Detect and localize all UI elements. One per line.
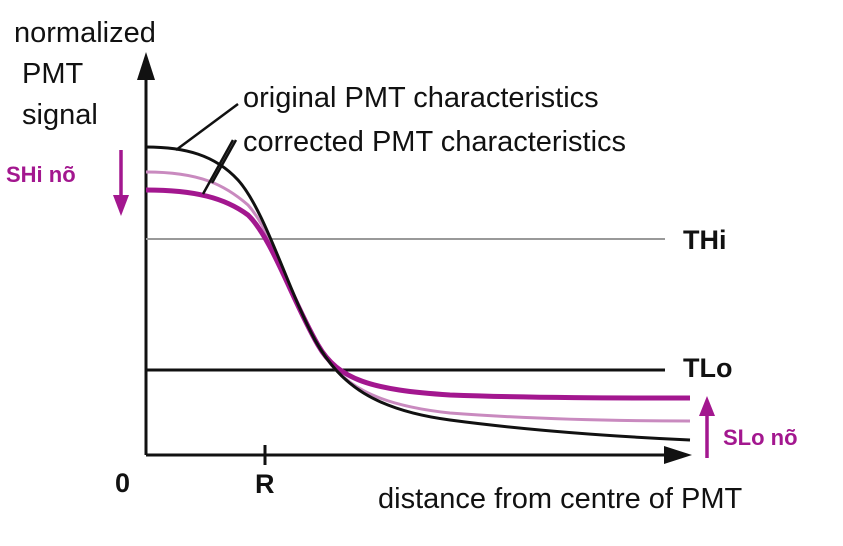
y-axis-arrowhead <box>137 52 155 80</box>
y-axis-label-line-2: PMT <box>22 58 84 90</box>
threshold-low-label: TLo <box>683 353 732 383</box>
y-axis-label-line-1: normalized <box>14 17 156 49</box>
original-curve <box>145 145 691 442</box>
original-leader-line <box>175 102 239 152</box>
y-axis-label-line-3: signal <box>22 99 98 131</box>
slo-label: SLo nõ <box>723 425 798 450</box>
legend-corrected: corrected PMT characteristics <box>243 126 626 158</box>
x-axis-label: distance from centre of PMT <box>378 483 743 515</box>
origin-label: 0 <box>115 468 130 498</box>
corrected-curve-light <box>145 170 691 423</box>
corrected-leader-line-2 <box>210 139 238 184</box>
slo-arrow-head <box>699 396 715 416</box>
legend-original: original PMT characteristics <box>243 82 599 114</box>
threshold-high-label: THi <box>683 225 727 255</box>
r-label: R <box>255 469 275 499</box>
shi-label: SHi nõ <box>6 162 76 187</box>
x-axis-arrowhead <box>664 446 692 464</box>
shi-arrow-head <box>113 195 129 216</box>
corrected-leader-line-1 <box>201 139 235 195</box>
corrected-curve <box>145 187 691 401</box>
